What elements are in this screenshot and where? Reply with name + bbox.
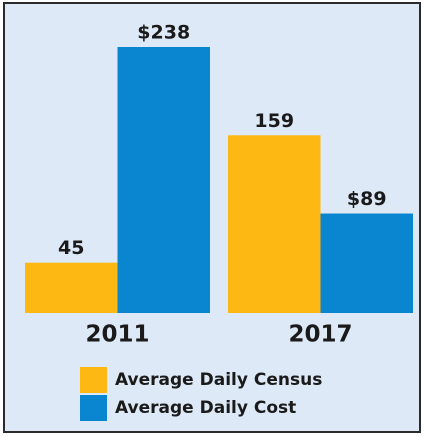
value-label: 159 — [254, 110, 294, 132]
x-tick-label: 2017 — [288, 322, 352, 348]
bar — [117, 47, 210, 313]
value-label: $89 — [347, 188, 387, 210]
legend-swatch — [80, 395, 107, 421]
bar — [25, 262, 118, 313]
bar — [228, 135, 321, 313]
value-label: $238 — [137, 22, 190, 44]
bar — [320, 213, 413, 313]
x-tick-label: 2011 — [85, 322, 149, 348]
legend-label: Average Daily Cost — [115, 398, 296, 418]
value-label: 45 — [58, 237, 84, 259]
legend-label: Average Daily Census — [115, 370, 322, 390]
legend-swatch — [80, 367, 107, 393]
